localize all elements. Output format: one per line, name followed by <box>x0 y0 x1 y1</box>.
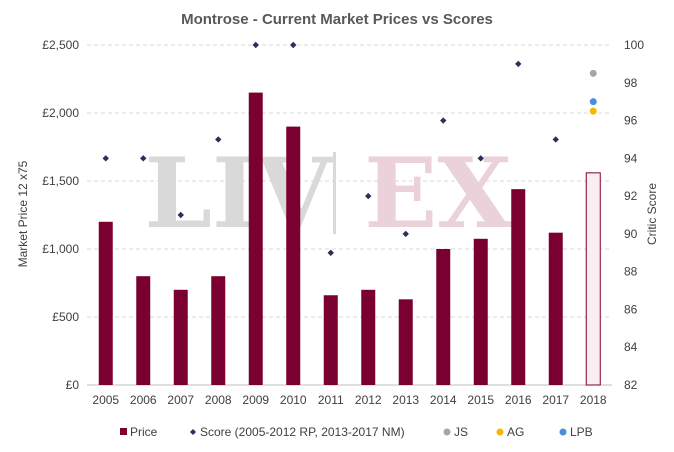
score-marker <box>327 249 334 256</box>
score-marker <box>552 136 559 143</box>
y2-tick-label: 82 <box>624 378 638 392</box>
price-bar <box>511 189 526 385</box>
y-axis-title: Market Price 12 x75 <box>16 160 30 267</box>
critic-marker-js <box>589 69 597 77</box>
price-bar <box>136 276 151 385</box>
critic-marker-lpb <box>589 98 597 106</box>
watermark-divider <box>333 152 336 234</box>
legend-swatch-lpb <box>559 428 567 436</box>
price-bar <box>173 289 188 385</box>
score-marker <box>177 211 184 219</box>
x-axis-ticks: 2005 2006 2007 2008 2009 2010 2011 2012 2013 2014… <box>92 393 607 407</box>
legend-label: JS <box>454 425 468 439</box>
price-bar <box>436 249 451 385</box>
y2-tick-label: 84 <box>624 340 638 354</box>
price-bars <box>98 92 601 386</box>
x-tick-label: 2011 <box>318 393 344 407</box>
y-tick-label: £1,000 <box>42 242 79 256</box>
y2-tick-label: 92 <box>624 189 638 203</box>
critic-markers-2018 <box>589 69 597 115</box>
y2-tick-label: 96 <box>624 114 638 128</box>
y-tick-label: £2,000 <box>42 106 79 120</box>
score-marker <box>515 60 522 68</box>
legend-label: LPB <box>570 425 593 439</box>
score-markers <box>102 41 559 256</box>
score-marker <box>365 192 372 200</box>
y-tick-label: £1,500 <box>42 174 79 188</box>
chart-title: Montrose - Current Market Prices vs Scor… <box>181 11 493 28</box>
x-tick-label: 2015 <box>467 393 494 407</box>
legend: Price Score (2005-2012 RP, 2013-2017 NM) J… <box>120 425 593 439</box>
x-tick-label: 2006 <box>130 393 157 407</box>
price-bar <box>98 221 113 385</box>
x-tick-label: 2016 <box>505 393 532 407</box>
y-axis-right-ticks: 82 84 86 88 90 92 94 96 98 100 <box>624 38 644 392</box>
legend-swatch-price <box>120 428 127 435</box>
x-tick-label: 2013 <box>392 393 419 407</box>
legend-label: Score (2005-2012 RP, 2013-2017 NM) <box>200 425 405 439</box>
score-marker <box>290 41 297 49</box>
price-bar <box>248 92 263 385</box>
price-bar <box>473 238 488 385</box>
score-marker <box>215 136 222 143</box>
legend-label: AG <box>507 425 524 439</box>
y2-tick-label: 88 <box>624 265 638 279</box>
score-marker <box>440 117 447 124</box>
x-tick-label: 2014 <box>430 393 457 407</box>
price-bar <box>585 172 601 386</box>
x-tick-label: 2005 <box>92 393 119 407</box>
watermark: LIV EX <box>145 137 513 250</box>
x-tick-label: 2010 <box>280 393 307 407</box>
y2-axis-title: Critic Score <box>645 183 659 245</box>
y2-tick-label: 94 <box>624 151 638 165</box>
y-axis-left-ticks: £0 £500 £1,000 £1,500 £2,000 £2,500 <box>42 38 79 392</box>
price-bar <box>323 295 338 385</box>
price-bar <box>398 299 413 385</box>
score-marker <box>102 155 109 162</box>
y2-tick-label: 86 <box>624 302 638 316</box>
score-marker <box>252 41 259 49</box>
x-tick-label: 2012 <box>355 393 382 407</box>
y-tick-label: £0 <box>66 378 80 392</box>
score-marker <box>140 155 147 162</box>
x-tick-label: 2009 <box>242 393 269 407</box>
price-bar <box>286 126 301 385</box>
legend-swatch-score <box>190 429 196 435</box>
y2-tick-label: 98 <box>624 76 638 90</box>
score-marker <box>477 155 484 162</box>
price-bar <box>211 276 226 385</box>
price-bar <box>361 289 376 385</box>
watermark-liv: LIV <box>145 137 333 250</box>
x-tick-label: 2018 <box>580 393 607 407</box>
y-tick-label: £2,500 <box>42 38 79 52</box>
x-tick-label: 2017 <box>542 393 569 407</box>
score-marker <box>402 230 409 238</box>
legend-swatch-ag <box>496 428 504 436</box>
x-tick-label: 2007 <box>167 393 194 407</box>
price-bar <box>548 232 563 385</box>
y2-tick-label: 90 <box>624 227 638 241</box>
y2-tick-label: 100 <box>624 38 644 52</box>
legend-label: Price <box>130 425 158 439</box>
legend-swatch-js <box>443 428 451 436</box>
x-tick-label: 2008 <box>205 393 232 407</box>
watermark-ex: EX <box>364 137 512 250</box>
critic-marker-ag <box>589 107 597 115</box>
y-tick-label: £500 <box>52 310 79 324</box>
